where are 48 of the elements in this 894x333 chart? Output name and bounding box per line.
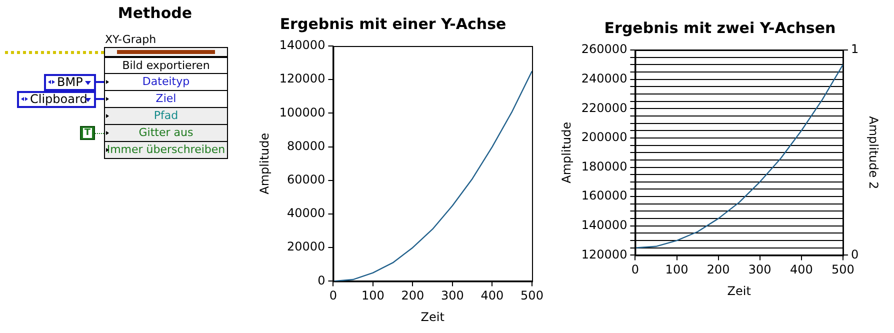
y-tick-label: 80000 <box>287 138 326 153</box>
y-tick-label: 160000 <box>581 188 628 203</box>
chart-title: Ergebnis mit einer Y-Achse <box>280 14 506 33</box>
y-tick-label: 180000 <box>581 159 628 174</box>
x-tick-label: 100 <box>665 262 688 277</box>
x-tick-label: 0 <box>631 262 640 277</box>
x-tick-label: 200 <box>706 262 730 277</box>
y-tick-label: 100000 <box>279 105 326 120</box>
text: Immer überschreiben <box>106 143 226 156</box>
y-tick-label: 120000 <box>279 72 326 86</box>
text: Gitter aus <box>138 126 194 139</box>
x-tick-label: 500 <box>520 288 544 303</box>
x-tick-label: 200 <box>401 288 424 303</box>
x-tick-label: 300 <box>748 262 772 277</box>
y-tick-label: 40000 <box>287 206 326 220</box>
y-tick-label: 260000 <box>581 42 628 56</box>
y-tick-label: 140000 <box>279 38 326 52</box>
x-tick-label: 0 <box>329 288 338 303</box>
text: Dateityp <box>142 75 190 88</box>
y-tick-label: 240000 <box>581 71 628 86</box>
text: Bild exportieren <box>122 59 210 72</box>
y-tick-label: 200000 <box>581 130 628 144</box>
y-tick-label: 0 <box>318 273 326 288</box>
x-tick-label: 300 <box>441 288 464 303</box>
y-tick-label: 140000 <box>581 218 628 232</box>
y2-axis-title: Amplitude 2 <box>866 116 881 190</box>
x-tick-label: 100 <box>362 288 384 303</box>
y-tick-label: 220000 <box>581 100 628 115</box>
text: T <box>83 128 92 138</box>
x-axis-title: Zeit <box>420 310 445 324</box>
x-tick-label: 400 <box>790 262 813 277</box>
x-tick-label: 500 <box>832 262 854 277</box>
x-axis-title: Zeit <box>727 284 752 298</box>
y2-tick-label: 0 <box>850 247 859 262</box>
text: Ziel <box>156 92 176 105</box>
y-tick-label: 120000 <box>581 247 628 262</box>
y2-tick-label: 1 <box>850 42 859 56</box>
text: Methode <box>116 4 194 22</box>
text: Clipboard <box>17 91 96 108</box>
y-tick-label: 20000 <box>287 240 326 254</box>
y-axis-title: Amplitude <box>559 122 574 184</box>
text: Pfad <box>154 109 178 122</box>
chart-title: Ergebnis mit zwei Y-Achsen <box>604 18 836 37</box>
text: BMP <box>44 74 96 91</box>
y-axis-title: Amplitude <box>257 132 272 194</box>
y-tick-label: 60000 <box>287 172 326 187</box>
x-tick-label: 400 <box>480 288 504 303</box>
text: XY-Graph <box>105 33 156 46</box>
